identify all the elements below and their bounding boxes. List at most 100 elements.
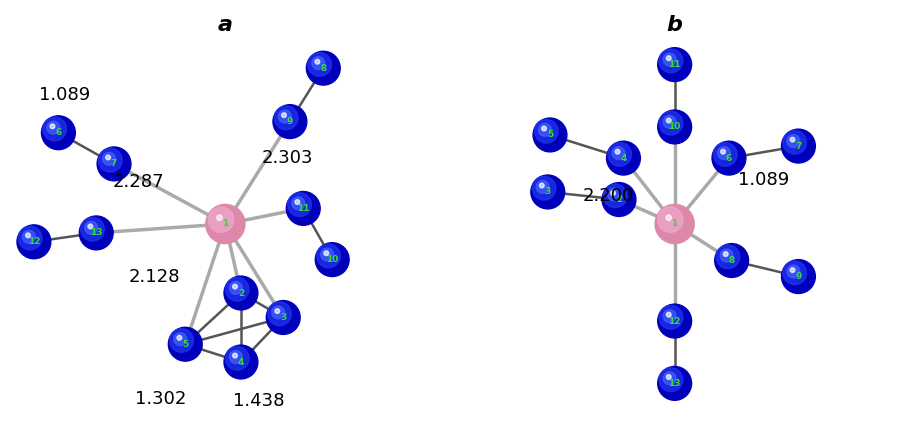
Circle shape xyxy=(79,216,113,250)
Text: 3: 3 xyxy=(280,313,286,322)
Circle shape xyxy=(17,225,50,259)
Circle shape xyxy=(278,110,292,123)
Circle shape xyxy=(288,193,311,216)
Circle shape xyxy=(282,113,286,117)
Circle shape xyxy=(324,251,328,255)
Circle shape xyxy=(531,175,564,209)
Circle shape xyxy=(320,248,334,261)
Circle shape xyxy=(274,309,280,314)
Circle shape xyxy=(716,245,740,269)
Circle shape xyxy=(168,327,202,361)
Circle shape xyxy=(315,60,320,64)
Text: 4: 4 xyxy=(620,154,626,163)
Circle shape xyxy=(659,368,683,392)
Circle shape xyxy=(25,233,31,238)
Text: 7: 7 xyxy=(796,142,802,151)
Circle shape xyxy=(663,116,676,128)
Circle shape xyxy=(663,372,676,385)
Text: 13: 13 xyxy=(90,228,103,237)
Text: a: a xyxy=(218,15,233,35)
Circle shape xyxy=(666,56,671,60)
Circle shape xyxy=(536,181,549,193)
Circle shape xyxy=(306,51,340,85)
Circle shape xyxy=(532,177,556,200)
Circle shape xyxy=(712,141,746,175)
Circle shape xyxy=(603,184,627,207)
Text: 4: 4 xyxy=(238,358,244,366)
Text: 8: 8 xyxy=(320,64,327,73)
Circle shape xyxy=(208,207,234,233)
Circle shape xyxy=(658,47,691,82)
Circle shape xyxy=(607,141,641,175)
Circle shape xyxy=(658,304,691,338)
Circle shape xyxy=(272,306,284,319)
Circle shape xyxy=(174,333,186,345)
Circle shape xyxy=(659,112,683,135)
Text: 7: 7 xyxy=(111,159,117,168)
Circle shape xyxy=(655,204,694,244)
Circle shape xyxy=(43,117,67,141)
Circle shape xyxy=(724,252,728,256)
Circle shape xyxy=(787,265,800,278)
Circle shape xyxy=(266,301,300,334)
Circle shape xyxy=(170,329,194,352)
Circle shape xyxy=(41,116,76,150)
Circle shape xyxy=(286,191,320,225)
Circle shape xyxy=(18,226,42,250)
Circle shape xyxy=(659,49,683,73)
Circle shape xyxy=(611,191,616,195)
Circle shape xyxy=(539,183,544,188)
Circle shape xyxy=(783,261,806,284)
Circle shape xyxy=(50,124,55,129)
Circle shape xyxy=(666,118,671,123)
Circle shape xyxy=(97,147,131,181)
Circle shape xyxy=(292,197,304,210)
Text: 1.438: 1.438 xyxy=(233,392,284,410)
Text: 11: 11 xyxy=(297,204,310,213)
Circle shape xyxy=(542,126,546,131)
Text: 1.089: 1.089 xyxy=(40,86,91,104)
Text: 1: 1 xyxy=(671,220,678,228)
Circle shape xyxy=(790,137,795,142)
Text: 9: 9 xyxy=(796,272,802,281)
Circle shape xyxy=(787,134,800,147)
Circle shape xyxy=(720,249,733,262)
Text: 2: 2 xyxy=(238,289,244,297)
Circle shape xyxy=(781,129,815,163)
Circle shape xyxy=(616,149,620,154)
Text: 9: 9 xyxy=(287,117,293,126)
Text: 10: 10 xyxy=(326,255,338,264)
Circle shape xyxy=(273,105,307,138)
Circle shape xyxy=(714,142,737,166)
Circle shape xyxy=(790,268,795,272)
Circle shape xyxy=(663,53,676,66)
Circle shape xyxy=(274,106,298,130)
Circle shape xyxy=(267,302,292,326)
Text: 2: 2 xyxy=(616,195,622,204)
Text: 6: 6 xyxy=(55,128,61,137)
Text: 2.200: 2.200 xyxy=(582,187,634,205)
Circle shape xyxy=(658,366,691,401)
Text: 10: 10 xyxy=(669,122,680,131)
Text: 1.302: 1.302 xyxy=(135,389,186,408)
Circle shape xyxy=(783,130,806,154)
Circle shape xyxy=(538,124,552,136)
Circle shape xyxy=(106,155,111,160)
Circle shape xyxy=(88,224,93,229)
Circle shape xyxy=(612,146,625,159)
Circle shape xyxy=(230,281,242,294)
Text: 1: 1 xyxy=(222,220,229,228)
Text: 1.089: 1.089 xyxy=(738,172,789,190)
Circle shape xyxy=(22,230,35,243)
Circle shape xyxy=(308,52,331,76)
Circle shape xyxy=(659,306,683,329)
Text: 5: 5 xyxy=(182,340,188,349)
Text: 6: 6 xyxy=(725,154,732,163)
Text: 12: 12 xyxy=(28,237,40,246)
Circle shape xyxy=(81,217,104,241)
Circle shape xyxy=(224,276,257,310)
Circle shape xyxy=(666,312,671,317)
Text: 2.128: 2.128 xyxy=(129,267,180,285)
Circle shape xyxy=(317,244,340,268)
Circle shape xyxy=(602,183,636,216)
